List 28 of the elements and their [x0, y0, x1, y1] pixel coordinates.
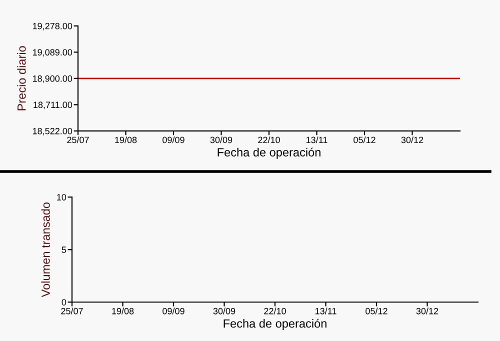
x-tick-label: 13/11 — [306, 136, 328, 144]
x-tick-label: 05/12 — [354, 136, 376, 144]
x-tick-label: 09/09 — [162, 308, 184, 314]
x-axis-title: Fecha de operación — [224, 318, 326, 330]
x-tick-label: 30/09 — [213, 308, 236, 314]
y-tick-label: 18,711.00 — [34, 102, 72, 110]
y-tick-label: 10 — [57, 194, 66, 200]
y-tick-label: 18,900.00 — [32, 75, 72, 83]
x-tick-label: 30/09 — [210, 136, 232, 144]
y-axis-title: Volumen transado — [41, 202, 50, 298]
y-tick-label: 19,089.00 — [32, 49, 72, 57]
y-tick-label: 19,278.00 — [32, 22, 72, 30]
x-tick-label: 25/07 — [67, 136, 89, 144]
y-tick-label: 18,522.00 — [32, 128, 72, 136]
x-tick-label: 19/08 — [115, 136, 137, 144]
x-tick-label: 09/09 — [162, 136, 184, 144]
y-tick-label: 5 — [62, 246, 66, 253]
y-axis-title: Precio diario — [17, 46, 26, 110]
y-tick-label: 0 — [62, 299, 66, 306]
x-tick-label: 30/12 — [416, 308, 438, 314]
x-tick-label: 13/11 — [315, 308, 336, 314]
x-tick-label: 05/12 — [366, 308, 388, 314]
x-tick-label: 22/10 — [264, 308, 286, 314]
x-tick-label: 25/07 — [61, 308, 83, 314]
x-tick-label: 30/12 — [401, 136, 424, 144]
x-axis-title: Fecha de operación — [218, 148, 320, 159]
x-tick-label: 22/10 — [258, 136, 280, 144]
x-tick-label: 19/08 — [112, 308, 134, 314]
